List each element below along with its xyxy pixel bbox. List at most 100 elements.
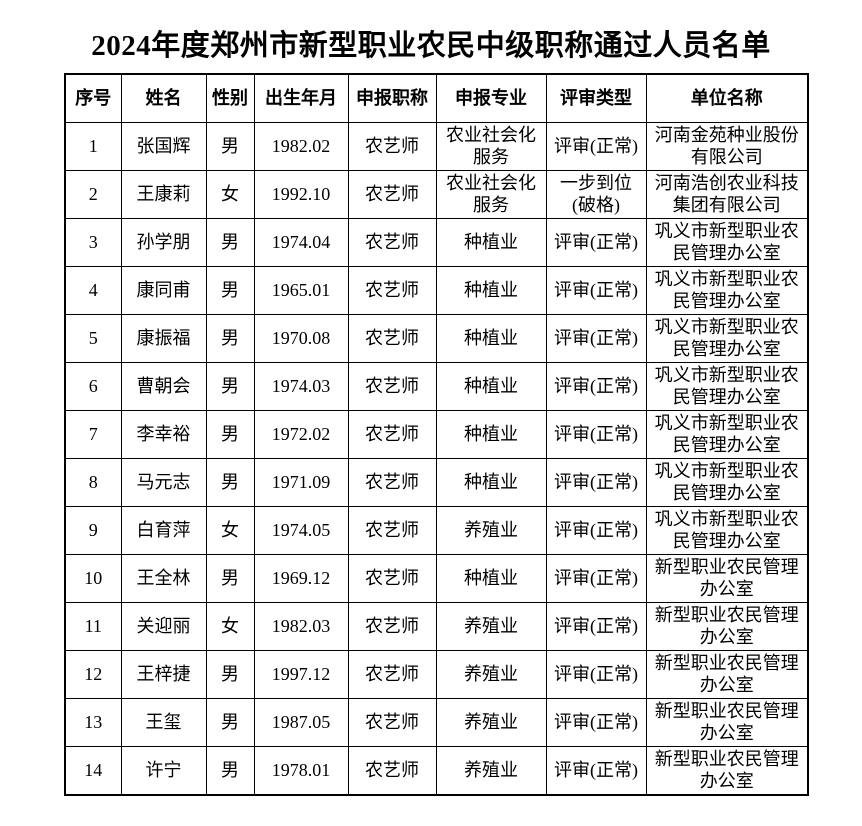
cell-applied-specialty: 农业社会化 服务 — [435, 170, 547, 219]
table-row: 1 张国辉 男 1982.02 农艺师 农业社会化 服务 评审(正常) 河南金苑… — [64, 122, 809, 171]
cell-index: 7 — [64, 410, 122, 459]
table-row: 2 王康莉 女 1992.10 农艺师 农业社会化 服务 一步到位 (破格) 河… — [64, 170, 809, 219]
cell-unit-name: 新型职业农民管理 办公室 — [645, 746, 809, 796]
cell-name: 李幸裕 — [120, 410, 207, 459]
cell-birth-date: 1974.05 — [253, 506, 349, 555]
cell-unit-name: 巩义市新型职业农 民管理办公室 — [645, 218, 809, 267]
cell-birth-date: 1982.02 — [253, 122, 349, 171]
cell-applied-specialty: 种植业 — [435, 314, 547, 363]
cell-birth-date: 1974.04 — [253, 218, 349, 267]
cell-index: 14 — [64, 746, 122, 796]
cell-applied-title: 农艺师 — [347, 698, 437, 747]
cell-index: 3 — [64, 218, 122, 267]
cell-gender: 男 — [205, 218, 255, 267]
cell-gender: 男 — [205, 314, 255, 363]
cell-review-type: 评审(正常) — [545, 410, 647, 459]
table-row: 3 孙学朋 男 1974.04 农艺师 种植业 评审(正常) 巩义市新型职业农 … — [64, 218, 809, 267]
cell-name: 马元志 — [120, 458, 207, 507]
cell-birth-date: 1974.03 — [253, 362, 349, 411]
table-row: 12 王梓捷 男 1997.12 农艺师 养殖业 评审(正常) 新型职业农民管理… — [64, 650, 809, 699]
table-row: 14 许宁 男 1978.01 农艺师 养殖业 评审(正常) 新型职业农民管理 … — [64, 746, 809, 796]
cell-gender: 男 — [205, 746, 255, 796]
cell-applied-title: 农艺师 — [347, 266, 437, 315]
cell-gender: 男 — [205, 554, 255, 603]
cell-unit-name: 巩义市新型职业农 民管理办公室 — [645, 266, 809, 315]
cell-review-type: 评审(正常) — [545, 362, 647, 411]
table-row: 6 曹朝会 男 1974.03 农艺师 种植业 评审(正常) 巩义市新型职业农 … — [64, 362, 809, 411]
cell-birth-date: 1997.12 — [253, 650, 349, 699]
cell-review-type: 评审(正常) — [545, 554, 647, 603]
cell-gender: 男 — [205, 410, 255, 459]
cell-gender: 女 — [205, 602, 255, 651]
cell-applied-specialty: 养殖业 — [435, 506, 547, 555]
cell-gender: 女 — [205, 506, 255, 555]
table-row: 11 关迎丽 女 1982.03 农艺师 养殖业 评审(正常) 新型职业农民管理… — [64, 602, 809, 651]
cell-birth-date: 1970.08 — [253, 314, 349, 363]
cell-gender: 男 — [205, 650, 255, 699]
cell-review-type: 评审(正常) — [545, 314, 647, 363]
cell-birth-date: 1987.05 — [253, 698, 349, 747]
col-header-applied-specialty: 申报专业 — [435, 73, 547, 123]
cell-name: 白育萍 — [120, 506, 207, 555]
cell-index: 10 — [64, 554, 122, 603]
cell-applied-title: 农艺师 — [347, 410, 437, 459]
cell-name: 康振福 — [120, 314, 207, 363]
cell-applied-specialty: 养殖业 — [435, 698, 547, 747]
table-row: 8 马元志 男 1971.09 农艺师 种植业 评审(正常) 巩义市新型职业农 … — [64, 458, 809, 507]
cell-applied-title: 农艺师 — [347, 506, 437, 555]
cell-name: 孙学朋 — [120, 218, 207, 267]
roster-table: 序号 姓名 性别 出生年月 申报职称 申报专业 评审类型 单位名称 1 张国辉 … — [64, 73, 809, 796]
cell-review-type: 评审(正常) — [545, 602, 647, 651]
cell-applied-title: 农艺师 — [347, 122, 437, 171]
cell-birth-date: 1982.03 — [253, 602, 349, 651]
cell-applied-title: 农艺师 — [347, 458, 437, 507]
cell-unit-name: 新型职业农民管理 办公室 — [645, 602, 809, 651]
table-row: 5 康振福 男 1970.08 农艺师 种植业 评审(正常) 巩义市新型职业农 … — [64, 314, 809, 363]
cell-birth-date: 1969.12 — [253, 554, 349, 603]
table-header: 序号 姓名 性别 出生年月 申报职称 申报专业 评审类型 单位名称 — [64, 73, 809, 123]
cell-review-type: 评审(正常) — [545, 458, 647, 507]
cell-gender: 女 — [205, 170, 255, 219]
cell-applied-specialty: 种植业 — [435, 362, 547, 411]
cell-applied-specialty: 种植业 — [435, 458, 547, 507]
table-row: 4 康同甫 男 1965.01 农艺师 种植业 评审(正常) 巩义市新型职业农 … — [64, 266, 809, 315]
cell-applied-specialty: 种植业 — [435, 554, 547, 603]
cell-applied-specialty: 养殖业 — [435, 746, 547, 796]
cell-review-type: 评审(正常) — [545, 506, 647, 555]
col-header-applied-title: 申报职称 — [347, 73, 437, 123]
cell-applied-title: 农艺师 — [347, 314, 437, 363]
cell-birth-date: 1978.01 — [253, 746, 349, 796]
cell-name: 关迎丽 — [120, 602, 207, 651]
cell-applied-title: 农艺师 — [347, 602, 437, 651]
cell-index: 12 — [64, 650, 122, 699]
cell-review-type: 评审(正常) — [545, 218, 647, 267]
table-row: 13 王玺 男 1987.05 农艺师 养殖业 评审(正常) 新型职业农民管理 … — [64, 698, 809, 747]
cell-birth-date: 1965.01 — [253, 266, 349, 315]
cell-unit-name: 新型职业农民管理 办公室 — [645, 698, 809, 747]
cell-index: 11 — [64, 602, 122, 651]
cell-birth-date: 1971.09 — [253, 458, 349, 507]
cell-unit-name: 巩义市新型职业农 民管理办公室 — [645, 314, 809, 363]
cell-name: 康同甫 — [120, 266, 207, 315]
col-header-name: 姓名 — [120, 73, 207, 123]
cell-unit-name: 巩义市新型职业农 民管理办公室 — [645, 506, 809, 555]
cell-name: 曹朝会 — [120, 362, 207, 411]
cell-applied-title: 农艺师 — [347, 170, 437, 219]
cell-index: 8 — [64, 458, 122, 507]
cell-applied-title: 农艺师 — [347, 650, 437, 699]
cell-index: 5 — [64, 314, 122, 363]
cell-applied-title: 农艺师 — [347, 218, 437, 267]
cell-applied-title: 农艺师 — [347, 362, 437, 411]
cell-applied-specialty: 农业社会化 服务 — [435, 122, 547, 171]
cell-applied-specialty: 种植业 — [435, 266, 547, 315]
table-row: 9 白育萍 女 1974.05 农艺师 养殖业 评审(正常) 巩义市新型职业农 … — [64, 506, 809, 555]
cell-gender: 男 — [205, 122, 255, 171]
col-header-birth-date: 出生年月 — [253, 73, 349, 123]
table-row: 10 王全林 男 1969.12 农艺师 种植业 评审(正常) 新型职业农民管理… — [64, 554, 809, 603]
cell-unit-name: 河南浩创农业科技 集团有限公司 — [645, 170, 809, 219]
cell-gender: 男 — [205, 266, 255, 315]
col-header-index: 序号 — [64, 73, 122, 123]
cell-review-type: 评审(正常) — [545, 122, 647, 171]
cell-birth-date: 1972.02 — [253, 410, 349, 459]
